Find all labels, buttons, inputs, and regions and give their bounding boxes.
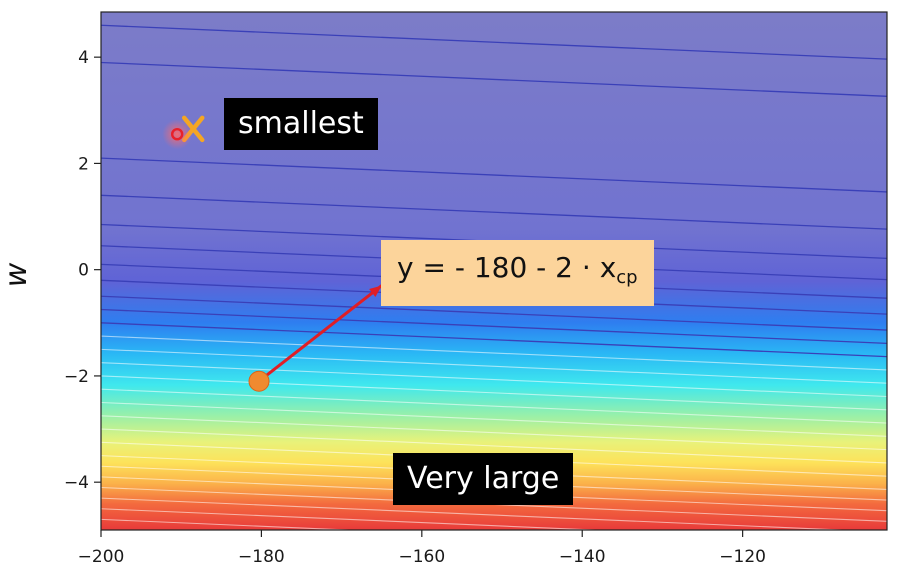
x-tick-label: −180 xyxy=(238,547,285,567)
contour-line xyxy=(101,428,887,464)
contour-line xyxy=(101,24,887,60)
y-axis-label: w xyxy=(0,262,34,287)
smallest-label-text: smallest xyxy=(238,106,364,141)
contour-line xyxy=(101,308,887,345)
data-marks xyxy=(162,115,383,392)
contour-line xyxy=(101,335,887,371)
x-tick-label: −200 xyxy=(78,547,125,567)
contour-line xyxy=(101,362,887,398)
y-tick-label: 4 xyxy=(78,48,89,68)
y-tick-label: 2 xyxy=(78,154,89,174)
contour-line xyxy=(101,322,887,358)
contour-line xyxy=(101,61,887,97)
contour-line xyxy=(101,508,608,530)
minimum-circle-marker xyxy=(170,127,184,141)
gradient-arrow-head xyxy=(369,285,382,297)
formula-main-text: y = - 180 - 2 · x xyxy=(397,251,617,284)
x-tick-label: −160 xyxy=(398,547,445,567)
contour-line xyxy=(101,375,887,411)
contour-line xyxy=(101,194,887,230)
y-tick-label: −4 xyxy=(64,473,89,493)
very-large-label-text: Very large xyxy=(407,461,560,496)
start-point-marker xyxy=(248,370,270,392)
very-large-label: Very large xyxy=(393,453,574,505)
contour-line xyxy=(101,348,887,384)
contour-line xyxy=(101,388,887,424)
contour-line xyxy=(101,157,887,193)
formula-label: y = - 180 - 2 · xcp xyxy=(381,240,654,306)
contour-line xyxy=(101,415,887,451)
smallest-label: smallest xyxy=(224,98,378,150)
formula-subscript: cp xyxy=(616,267,638,288)
contour-line xyxy=(101,401,887,437)
y-tick-label: 0 xyxy=(78,261,89,281)
gradient-arrow-shaft xyxy=(258,284,383,383)
x-tick-label: −120 xyxy=(719,547,766,567)
contour-line xyxy=(101,518,361,530)
minimum-glow xyxy=(162,119,193,150)
x-tick-label: −140 xyxy=(559,547,606,567)
y-tick-label: −2 xyxy=(64,367,89,387)
x-axis: −200 −180 −160 −140 −120 xyxy=(78,530,766,567)
contour-line xyxy=(101,497,855,530)
y-axis: 4 2 0 −2 −4 xyxy=(64,48,101,493)
plot-frame xyxy=(100,11,888,531)
contour-line xyxy=(101,295,887,331)
